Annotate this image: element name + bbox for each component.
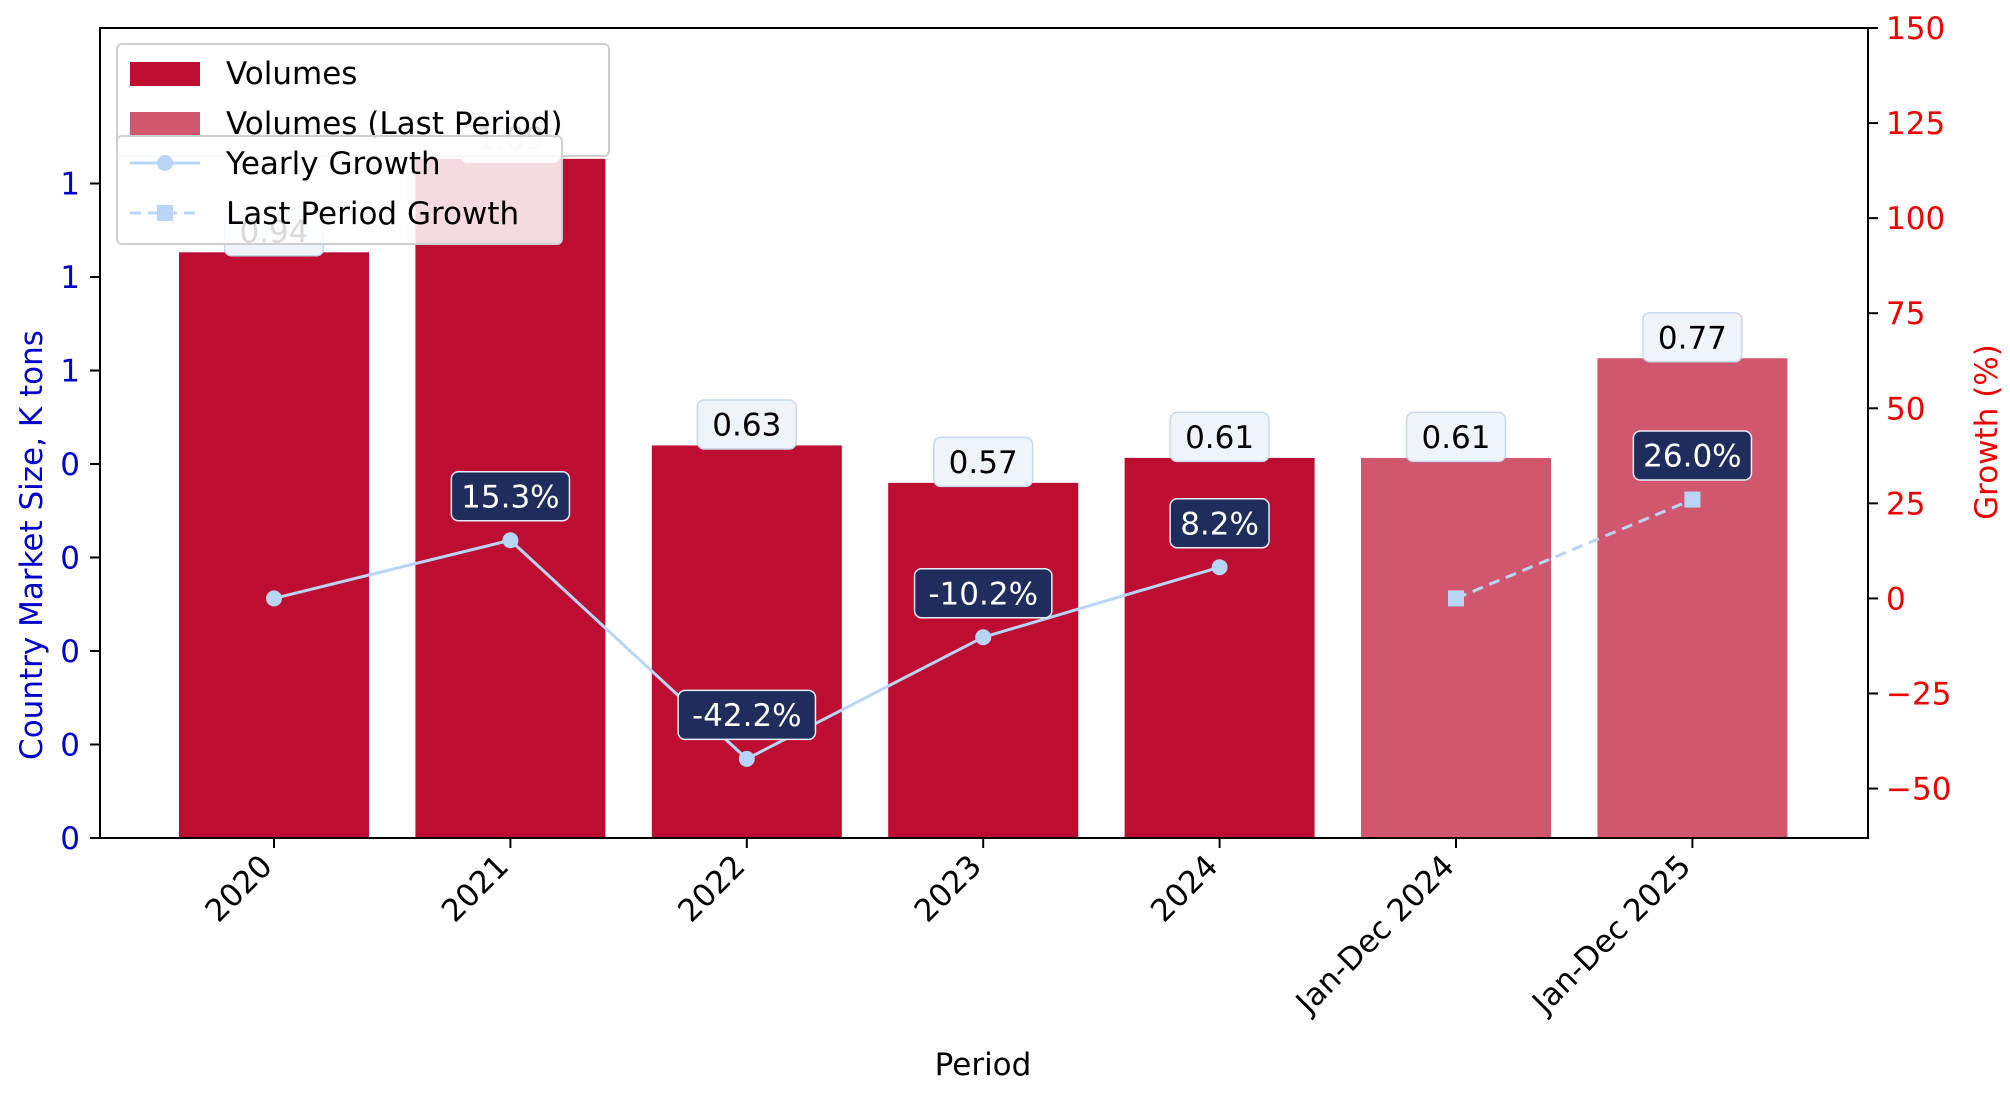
- y2-tick-label-4: 50: [1886, 391, 1925, 427]
- y-tick-label-5: 1: [60, 354, 80, 390]
- volume-label-4: 0.61: [1185, 420, 1254, 456]
- x-tick-label-1: 2021: [435, 848, 516, 929]
- legend-label-last-period-growth: Last Period Growth: [226, 196, 519, 232]
- y2-tick-label-7: 125: [1886, 106, 1945, 142]
- marker-last-period-growth-0: [1448, 590, 1464, 607]
- marker-yearly-growth-2: [738, 750, 755, 767]
- legend-label-volumes: Volumes: [226, 56, 357, 92]
- x-tick-label-2: 2022: [671, 848, 752, 929]
- line-last-period-growth: [1455, 498, 1693, 600]
- y-tick-label-7: 1: [60, 167, 80, 203]
- bar-last-period-6: [1597, 358, 1788, 838]
- volume-label-6-box: [1642, 311, 1743, 363]
- y-tick-label-2: 0: [60, 634, 80, 670]
- marker-yearly-growth-4: [1211, 559, 1228, 576]
- y-tick-label-3: 0: [60, 541, 80, 577]
- x-tick-label-4: 2024: [1144, 848, 1225, 929]
- bar-volumes-0: [179, 252, 369, 839]
- y2-tick-label-8: 150: [1886, 11, 1945, 47]
- legend-swatch-volumes: [130, 62, 200, 86]
- y2-tick-label-2: 0: [1886, 581, 1906, 617]
- y2-tick-label-3: 25: [1886, 486, 1925, 522]
- volume-label-2-box: [696, 399, 797, 450]
- growth-label-2: -42.2%: [692, 698, 802, 734]
- growth-label-6-box: [1632, 430, 1753, 481]
- y2-tick-label-0: −50: [1886, 772, 1951, 808]
- legend-marker-yearly-growth: [157, 155, 173, 171]
- growth-label-1: 15.3%: [461, 479, 559, 515]
- y-tick-label-4: 0: [60, 447, 80, 483]
- growth-label-1-box: [450, 470, 571, 522]
- y-axis-title: Country Market Size, K tons: [14, 330, 50, 760]
- y2-tick-label-5: 75: [1886, 296, 1925, 332]
- x-tick-label-5: Jan-Dec 2024: [1288, 848, 1462, 1022]
- x-tick-label-0: 2020: [198, 848, 279, 929]
- growth-label-4: 8.2%: [1180, 506, 1259, 542]
- volume-label-5-box: [1405, 411, 1507, 463]
- y-tick-label-6: 1: [60, 260, 80, 296]
- volume-label-2: 0.63: [712, 408, 781, 444]
- volume-label-3-box: [933, 436, 1034, 488]
- legend-marker-last-period-growth: [157, 205, 173, 221]
- bar-volumes-2: [651, 445, 842, 838]
- y2-tick-label-6: 100: [1886, 201, 1945, 237]
- bar-last-period-5: [1361, 457, 1551, 838]
- x-axis-title: Period: [935, 1047, 1032, 1083]
- x-tick-label-3: 2023: [908, 848, 989, 929]
- growth-label-3: -10.2%: [928, 576, 1038, 612]
- y2-axis-title: Growth (%): [1969, 344, 2005, 520]
- marker-yearly-growth-0: [266, 590, 282, 607]
- y-tick-label-0: 0: [60, 821, 80, 857]
- growth-label-4-box: [1169, 497, 1270, 549]
- volume-label-6: 0.77: [1658, 320, 1727, 356]
- volume-label-4-box: [1169, 411, 1270, 463]
- marker-last-period-growth-1: [1684, 491, 1701, 508]
- legend-swatch-last-period: [130, 112, 200, 136]
- volume-label-3: 0.57: [949, 445, 1018, 481]
- growth-label-6: 26.0%: [1643, 439, 1741, 475]
- legend-label-yearly-growth: Yearly Growth: [225, 146, 441, 182]
- marker-yearly-growth-3: [975, 629, 992, 646]
- growth-label-3-box: [913, 567, 1053, 619]
- x-tick-label-6: Jan-Dec 2025: [1524, 848, 1698, 1022]
- y-tick-label-1: 0: [60, 728, 80, 764]
- y2-tick-label-1: −25: [1886, 676, 1951, 712]
- bar-volumes-3: [888, 482, 1079, 838]
- legend-lines-frame: [116, 135, 563, 245]
- marker-yearly-growth-1: [502, 532, 519, 549]
- volume-label-5: 0.61: [1421, 420, 1490, 456]
- plot-area: 0.941.090.630.570.610.610.7715.3%-42.2%-…: [60, 11, 1951, 1022]
- growth-label-2-box: [677, 689, 817, 741]
